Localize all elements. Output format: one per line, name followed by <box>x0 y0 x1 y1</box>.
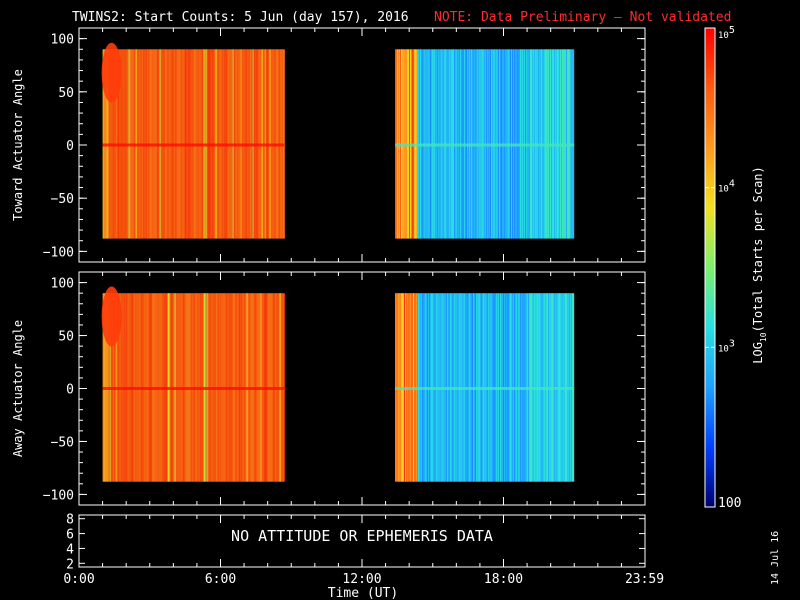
colorbar-scale <box>704 27 716 508</box>
xtick-label: 18:00 <box>484 572 523 587</box>
xtick-label: 23:59 <box>625 572 664 587</box>
heatmap-segment-1 <box>101 42 285 239</box>
time-axis: Time (UT) 0:00 6:00 12:00 18:00 23:59 <box>63 572 664 600</box>
ytick-label: 0 <box>66 383 74 398</box>
ytick-label: 50 <box>58 86 74 101</box>
heatmap-segment-2 <box>395 49 575 239</box>
ytick-label: −100 <box>43 245 74 260</box>
ytick-label: 0 <box>66 139 74 154</box>
heatmap-segment-2 <box>395 293 575 482</box>
zero-angle-band <box>395 143 575 147</box>
no-data-message: NO ATTITUDE OR EPHEMERIS DATA <box>231 527 493 545</box>
zero-angle-band <box>102 143 285 147</box>
ytick-label: −50 <box>51 435 74 450</box>
ytick-label: 50 <box>58 330 74 345</box>
yaxis-label: Away Actuator Angle <box>11 320 25 457</box>
xaxis-label: Time (UT) <box>328 586 398 600</box>
away-angle-panel: 100 50 0 −50 −100 Away Actuator Angle <box>11 271 646 506</box>
ytick-label: −50 <box>51 192 74 207</box>
ytick-label: 2 <box>66 557 74 572</box>
yaxis-label: Toward Actuator Angle <box>11 69 25 221</box>
hot-region <box>101 42 122 103</box>
preliminary-note: NOTE: Data Preliminary – Not validated <box>434 10 731 25</box>
zero-angle-band <box>395 387 575 390</box>
toward-angle-panel: 100 50 0 −50 −100 Toward Actuator Angle <box>11 27 646 263</box>
colorbar-tick-label: 100 <box>718 496 741 511</box>
ytick-label: 100 <box>51 33 74 48</box>
xtick-label: 0:00 <box>63 572 94 587</box>
ytick-label: 4 <box>66 542 74 557</box>
zero-angle-band <box>102 387 285 390</box>
ytick-label: 8 <box>66 513 74 528</box>
heatmap-segment-1 <box>101 286 285 482</box>
plot-date: 14 Jul 16 <box>770 530 781 585</box>
ytick-label: 100 <box>51 277 74 292</box>
ytick-label: 6 <box>66 528 74 543</box>
xtick-label: 12:00 <box>342 572 381 587</box>
xtick-label: 6:00 <box>205 572 236 587</box>
chart-title: TWINS2: Start Counts: 5 Jun (day 157), 2… <box>72 10 409 25</box>
ytick-label: −100 <box>43 488 74 503</box>
colorbar-label: LOG10(Total Starts per Scan) <box>751 166 768 364</box>
hot-region <box>101 286 122 347</box>
